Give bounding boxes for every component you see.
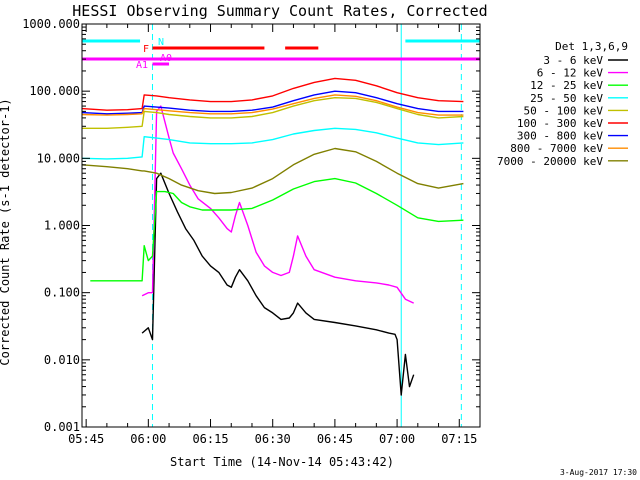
x-tick-label-6: 07:15 bbox=[441, 432, 477, 446]
legend-label-0: 3 - 6 keV bbox=[543, 54, 603, 67]
legend-label-1: 6 - 12 keV bbox=[537, 67, 604, 80]
x-tick-label-2: 06:15 bbox=[192, 432, 228, 446]
legend-label-4: 50 - 100 keV bbox=[524, 104, 604, 117]
legend-label-6: 300 - 800 keV bbox=[517, 130, 603, 143]
series-line-8 bbox=[82, 147, 464, 195]
x-tick-label-3: 06:30 bbox=[255, 432, 291, 446]
plot-frame bbox=[81, 23, 481, 428]
x-tick-label-0: 05:45 bbox=[68, 432, 104, 446]
series-line-3 bbox=[82, 127, 464, 160]
legend-label-8: 7000 - 20000 keV bbox=[497, 155, 603, 168]
footer-timestamp: 3-Aug-2017 17:30 bbox=[560, 468, 637, 477]
flag-label-4: A0 bbox=[160, 53, 172, 64]
flag-label-1: F bbox=[143, 44, 149, 55]
series-line-1 bbox=[141, 105, 414, 304]
flag-label-3: A1 bbox=[136, 60, 148, 71]
x-tick-label-1: 06:00 bbox=[130, 432, 166, 446]
legend-label-2: 12 - 25 keV bbox=[530, 79, 603, 92]
legend-label-7: 800 - 7000 keV bbox=[510, 142, 603, 155]
series-line-4 bbox=[82, 96, 464, 130]
y-tick-label-0: 1000.000 bbox=[22, 17, 80, 31]
y-tick-label-6: 0.001 bbox=[44, 420, 80, 434]
y-tick-label-4: 0.100 bbox=[44, 286, 80, 300]
axes: 1000.000 100.000 10.000 1.000 0.100 0.010 0.00… bbox=[22, 17, 481, 446]
legend-title: Det 1,3,6,9 bbox=[555, 40, 628, 53]
legend-label-3: 25 - 50 keV bbox=[530, 92, 603, 105]
series-line-0 bbox=[141, 172, 415, 396]
y-tick-label-1: 100.000 bbox=[29, 84, 80, 98]
x-tick-label-5: 07:00 bbox=[379, 432, 415, 446]
series-line-2 bbox=[90, 177, 464, 282]
flag-bars: NF A1 A0 bbox=[82, 37, 480, 71]
x-tick-label-4: 06:45 bbox=[317, 432, 353, 446]
y-tick-label-3: 1.000 bbox=[44, 219, 80, 233]
y-tick-label-2: 10.000 bbox=[37, 151, 80, 165]
series-line-5 bbox=[82, 77, 464, 111]
chart-title: HESSI Observing Summary Count Rates, Cor… bbox=[72, 2, 487, 20]
x-axis-label: Start Time (14-Nov-14 05:43:42) bbox=[170, 455, 394, 469]
y-axis-label: Corrected Count Rate (s-1 detector-1) bbox=[0, 98, 12, 365]
y-tick-label-5: 0.010 bbox=[44, 353, 80, 367]
series-line-7 bbox=[82, 94, 464, 116]
flag-label-0: N bbox=[158, 37, 164, 48]
plot-series bbox=[82, 77, 464, 396]
legend-label-5: 100 - 300 keV bbox=[517, 117, 603, 130]
